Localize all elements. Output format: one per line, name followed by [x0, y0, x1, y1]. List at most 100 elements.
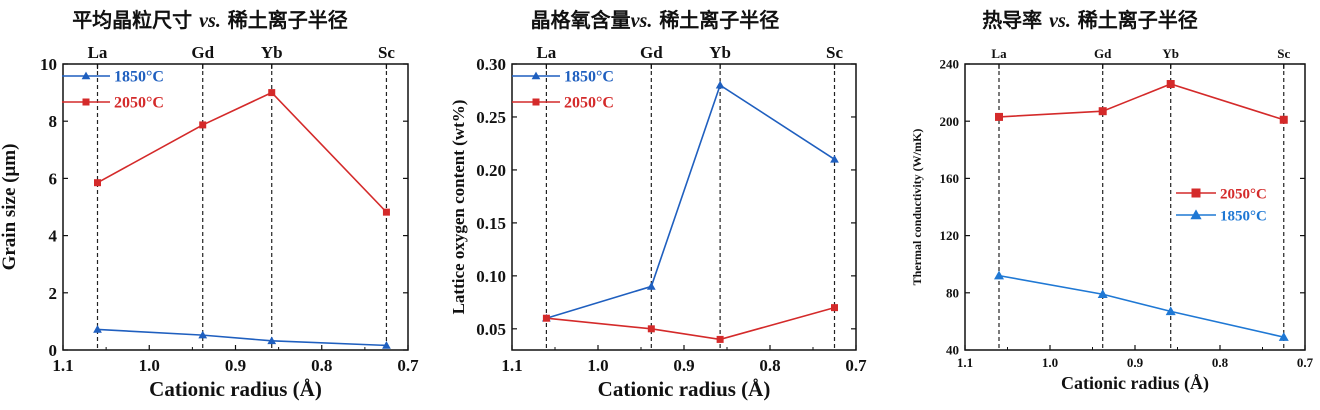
legend: 1850°C 2050°C: [512, 69, 614, 112]
y-tick-label: 6: [49, 169, 58, 188]
y-tick-label: 2: [49, 284, 58, 303]
series-1: [94, 89, 390, 216]
chart-title-suffix: 稀土离子半径: [659, 8, 780, 32]
element-label: La: [88, 43, 108, 62]
series-line: [546, 83, 835, 319]
grain-size-plot: La Gd Yb Sc 1.1 1.0 0.9 0.8 0.7 0 2 4 6 8 10 Cationic r…: [0, 43, 419, 401]
y-tick-label: 0.25: [476, 108, 506, 127]
y-tick-label: 80: [946, 285, 959, 300]
data-point-square: [94, 179, 101, 187]
thermal-conductivity-chart: 热导率 vs. 稀土离子半径 La Gd Yb Sc 1.1 1.0 0.9 0.8 0.7 40…: [880, 0, 1320, 410]
y-tick-label: 240: [940, 57, 960, 72]
x-axis-label: Cationic radius (Å): [1061, 373, 1209, 394]
x-tick-label: 1.0: [587, 356, 608, 375]
element-label: Yb: [1162, 46, 1179, 61]
series-0: [542, 80, 839, 322]
series-line: [97, 328, 387, 347]
element-label: La: [991, 46, 1007, 61]
data-point-triangle: [1278, 332, 1289, 341]
chart-title-vs: vs.: [630, 10, 653, 32]
element-label: Gd: [1094, 46, 1112, 61]
legend: 2050°C 1850°C: [1176, 186, 1267, 224]
series-1: [994, 270, 1289, 341]
data-point-square: [831, 304, 838, 312]
thermal-conductivity-plot: La Gd Yb Sc 1.1 1.0 0.9 0.8 0.7 40 80 120 160 200 240 C…: [910, 46, 1314, 394]
series-line: [998, 274, 1284, 338]
legend-label: 2050°C: [1220, 186, 1267, 202]
element-label: Sc: [378, 43, 395, 62]
x-tick-label: 0.8: [1212, 355, 1229, 370]
element-label: Gd: [640, 43, 663, 62]
y-tick-label: 0.15: [476, 214, 506, 233]
legend-label: 2050°C: [564, 95, 614, 112]
element-label: La: [536, 43, 556, 62]
data-point-square: [1166, 80, 1175, 89]
chart-title-vs: vs.: [1049, 10, 1071, 32]
lattice-oxygen-chart: 晶格氧含量vs. 稀土离子半径 La Gd Yb Sc 1.1 1.0 0.9 0.8 0.7 0…: [440, 0, 880, 410]
data-point-triangle: [830, 154, 839, 163]
series-line: [998, 83, 1284, 121]
data-point-square: [532, 98, 540, 106]
data-point-triangle: [198, 330, 208, 339]
series-1: [542, 304, 838, 343]
legend-label: 1850°C: [1220, 208, 1267, 224]
x-tick-label: 1.1: [501, 356, 522, 375]
data-point-triangle: [994, 270, 1004, 280]
x-tick-label: 0.7: [397, 356, 419, 375]
data-point-square: [199, 121, 207, 129]
x-tick-label: 0.8: [759, 356, 780, 375]
element-label: Sc: [1277, 46, 1290, 61]
element-label: Gd: [191, 43, 214, 62]
data-point-square: [82, 98, 90, 106]
x-tick-label: 1.0: [139, 356, 160, 375]
y-axis-label: Thermal conductivity (W/mK): [910, 129, 924, 286]
element-label: Sc: [826, 43, 843, 62]
lattice-oxygen-plot: La Gd Yb Sc 1.1 1.0 0.9 0.8 0.7 0.05 0.10 0.15 0.20 0…: [449, 43, 867, 401]
series-0: [995, 80, 1288, 124]
x-tick-label: 0.9: [1127, 355, 1144, 370]
chart-title-suffix: 稀土离子半径: [1077, 8, 1198, 32]
data-point-square: [542, 314, 550, 322]
y-tick-label: 200: [940, 114, 960, 129]
y-tick-label: 0: [49, 341, 58, 360]
chart-title-main: 热导率: [982, 8, 1043, 32]
element-label: Yb: [709, 43, 731, 62]
data-point-triangle: [93, 325, 102, 333]
x-tick-label: 0.9: [225, 356, 246, 375]
y-axis-label: Lattice oxygen content (wt%): [449, 100, 468, 315]
grain-size-chart: 平均晶粒尺寸 vs. 稀土离子半径 La Gd Yb Sc 1.1 1.0 0.9 0.8 0.…: [0, 0, 440, 410]
chart-title: 热导率 vs. 稀土离子半径: [860, 4, 1320, 33]
element-label: Yb: [261, 43, 283, 62]
chart-title: 平均晶粒尺寸 vs. 稀土离子半径: [0, 4, 440, 33]
series-line: [97, 91, 388, 213]
data-point-triangle: [1190, 209, 1202, 220]
data-point-triangle: [81, 71, 91, 80]
chart-title: 晶格氧含量vs. 稀土离子半径: [430, 4, 880, 33]
y-tick-label: 8: [49, 112, 58, 131]
data-point-triangle: [267, 336, 277, 345]
x-axis-label: Cationic radius (Å): [149, 377, 322, 401]
y-axis-label: Grain size (μm): [0, 144, 20, 271]
x-axis-label: Cationic radius (Å): [598, 377, 771, 401]
x-tick-label: 0.7: [845, 356, 867, 375]
y-tick-label: 160: [940, 171, 960, 186]
y-tick-label: 0.05: [476, 320, 506, 339]
plot-frame: [964, 63, 1306, 351]
data-point-square: [647, 325, 655, 333]
chart-title-vs: vs.: [199, 10, 221, 32]
y-tick-label: 4: [49, 227, 58, 246]
legend-label: 2050°C: [114, 95, 164, 112]
data-point-square: [1098, 107, 1107, 116]
legend-label: 1850°C: [564, 69, 614, 86]
series-0: [93, 325, 391, 349]
data-point-triangle: [1165, 306, 1176, 316]
y-tick-label: 120: [940, 228, 960, 243]
x-tick-label: 1.1: [957, 355, 973, 370]
legend-label: 1850°C: [114, 69, 164, 86]
data-point-triangle: [382, 341, 391, 349]
data-point-square: [268, 89, 276, 97]
y-tick-label: 40: [946, 343, 959, 358]
chart-title-main: 平均晶粒尺寸: [72, 8, 193, 32]
x-tick-label: 0.7: [1297, 355, 1314, 370]
data-point-triangle: [1097, 289, 1108, 298]
